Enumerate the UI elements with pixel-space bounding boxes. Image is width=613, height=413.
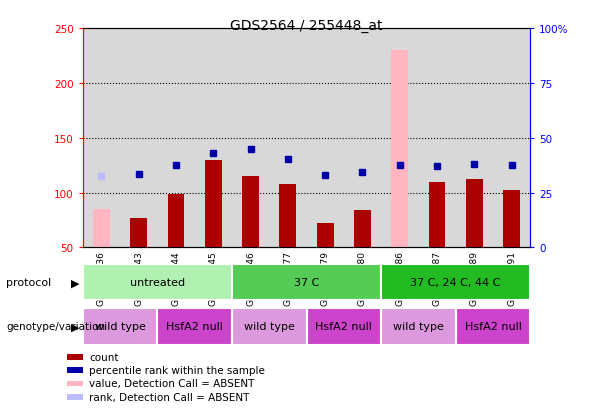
Bar — [83, 309, 158, 345]
Bar — [493, 29, 530, 248]
Text: ▶: ▶ — [71, 278, 80, 287]
Bar — [67, 394, 83, 400]
Bar — [428, 182, 446, 248]
Bar — [232, 264, 381, 301]
Bar — [67, 368, 83, 373]
Text: HsfA2 null: HsfA2 null — [166, 322, 223, 332]
Bar — [280, 184, 296, 248]
Text: GDS2564 / 255448_at: GDS2564 / 255448_at — [230, 19, 383, 33]
Bar — [131, 218, 147, 248]
Text: wild type: wild type — [393, 322, 444, 332]
Bar — [269, 29, 306, 248]
Bar — [317, 224, 333, 248]
Bar — [455, 29, 493, 248]
Bar — [455, 309, 530, 345]
Bar — [83, 29, 120, 248]
Text: untreated: untreated — [130, 278, 185, 287]
Text: wild type: wild type — [94, 322, 145, 332]
Bar — [466, 180, 482, 248]
Bar — [67, 354, 83, 360]
Bar — [344, 29, 381, 248]
Text: genotype/variation: genotype/variation — [6, 322, 105, 332]
Bar — [83, 264, 232, 301]
Bar — [167, 194, 185, 248]
Bar — [306, 309, 381, 345]
Bar — [503, 191, 520, 248]
Text: protocol: protocol — [6, 278, 51, 287]
Text: HsfA2 null: HsfA2 null — [465, 322, 522, 332]
Bar — [381, 309, 455, 345]
Bar — [391, 51, 408, 248]
Bar — [195, 29, 232, 248]
Bar — [205, 160, 222, 248]
Bar — [306, 29, 344, 248]
Bar — [232, 29, 269, 248]
Bar — [93, 209, 110, 248]
Text: percentile rank within the sample: percentile rank within the sample — [89, 365, 265, 375]
Bar — [232, 309, 306, 345]
Text: count: count — [89, 352, 119, 362]
Text: HsfA2 null: HsfA2 null — [315, 322, 372, 332]
Text: wild type: wild type — [244, 322, 295, 332]
Bar — [120, 29, 158, 248]
Bar — [419, 29, 455, 248]
Bar — [242, 177, 259, 248]
Text: 37 C: 37 C — [294, 278, 319, 287]
Bar — [158, 29, 195, 248]
Text: 37 C, 24 C, 44 C: 37 C, 24 C, 44 C — [411, 278, 501, 287]
Bar — [381, 264, 530, 301]
Bar — [158, 309, 232, 345]
Text: value, Detection Call = ABSENT: value, Detection Call = ABSENT — [89, 379, 254, 389]
Bar — [381, 29, 419, 248]
Bar — [354, 211, 371, 248]
Bar — [67, 381, 83, 387]
Text: rank, Detection Call = ABSENT: rank, Detection Call = ABSENT — [89, 392, 249, 402]
Text: ▶: ▶ — [71, 322, 80, 332]
